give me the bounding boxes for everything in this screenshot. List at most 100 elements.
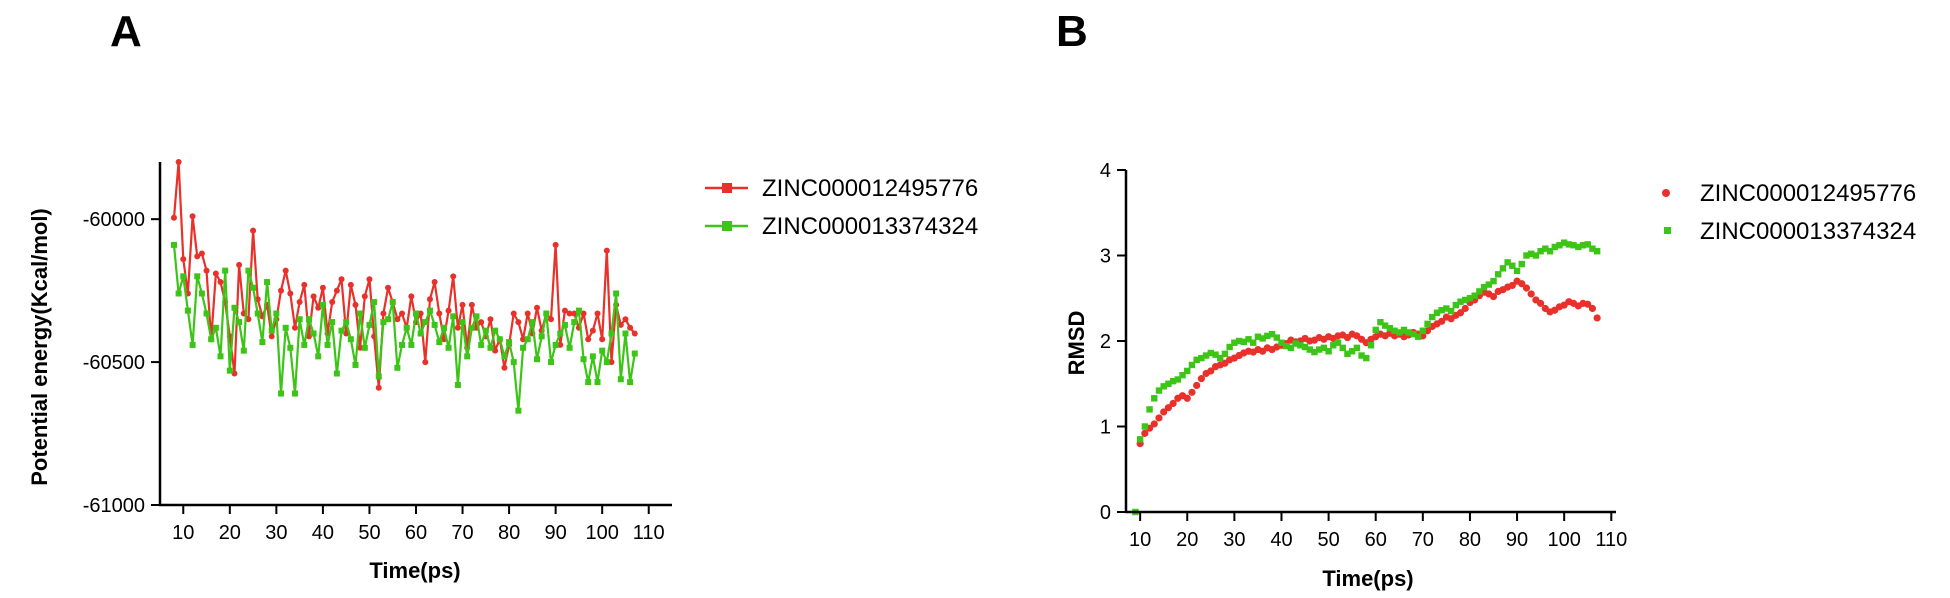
point-b-green [1330,342,1337,349]
panel-a-legend: ZINC000012495776 ZINC000013374324 [705,175,978,240]
point-b-green [1301,343,1309,351]
point-a-green [324,341,331,348]
point-b-green [1537,248,1544,255]
point-b-green [1527,250,1535,257]
point-b-green [1250,339,1257,346]
point-b-red [1456,309,1465,317]
point-a-green [440,324,447,331]
point-a-red [589,327,596,334]
panel-b-y-tick-label: 2 [1100,331,1111,353]
point-a-green [501,353,508,360]
point-a-green [380,319,387,326]
point-a-red [194,253,201,260]
legend-b-marker-green [1664,227,1671,234]
point-a-red [547,316,554,323]
point-a-green [524,336,531,343]
point-a-green [226,367,233,374]
point-a-red [445,307,452,314]
panel-b-x-tick-label: 30 [1223,529,1245,551]
point-a-green [268,327,275,334]
point-a-green [547,359,554,366]
point-a-green [492,327,499,334]
point-a-green [585,379,592,386]
point-a-red [599,336,606,343]
point-a-red [603,247,610,254]
point-a-green [473,313,480,320]
panel-a-y-tick-label: -60000 [83,209,145,231]
point-b-green [1221,350,1229,358]
point-b-green [1353,344,1361,352]
point-b-green [1273,334,1280,341]
point-b-green [1381,322,1389,329]
point-a-red [585,336,592,343]
point-b-green [1264,332,1271,340]
point-a-red [366,276,373,283]
point-a-red [315,304,322,311]
point-a-red [552,241,559,248]
series-a-zinc000012495776 [170,159,638,391]
point-a-green [361,344,368,351]
panel-a-x-tick-label: 110 [633,522,665,544]
point-a-green [417,330,424,337]
panel-b-x-label: Time(ps) [1322,566,1413,591]
point-a-red [236,261,243,268]
point-b-green [1165,380,1172,387]
point-a-red [417,310,424,317]
point-b-green [1207,349,1215,357]
point-a-green [203,310,210,317]
point-a-red [329,299,336,306]
point-b-green [1405,329,1412,336]
point-b-green [1593,248,1601,255]
point-b-red [1141,429,1149,437]
panel-a-x-tick-label: 80 [498,522,520,544]
point-a-green [208,336,215,343]
point-b-green [1466,295,1474,302]
point-b-green [1320,344,1328,352]
point-a-green [259,339,266,346]
point-a-green [543,310,550,317]
line-a-series-1 [172,244,636,412]
point-a-green [529,319,536,326]
panel-b-x-tick-label: 50 [1317,529,1339,551]
point-a-red [468,301,475,308]
point-b-red [1461,304,1469,313]
point-b-green [1259,335,1266,342]
line-a-series-0 [172,160,636,389]
point-a-green [315,353,322,360]
point-a-green [520,344,527,351]
point-a-green [212,324,219,331]
point-b-green [1141,423,1149,430]
point-a-red [343,330,350,337]
point-a-red [250,227,257,234]
point-b-red [1489,292,1498,301]
point-a-red [352,301,359,308]
point-b-green [1160,383,1167,390]
point-b-green [1396,329,1403,336]
point-a-green [296,316,303,323]
point-b-green [1457,298,1464,305]
point-a-green [198,290,205,297]
point-b-green [1400,326,1408,334]
point-b-green [1188,361,1196,369]
point-a-green [627,379,634,386]
point-a-red [450,273,457,280]
panel-b-x-tick-label: 100 [1547,529,1580,551]
point-b-red [1584,300,1592,308]
point-a-red [394,316,401,323]
point-b-green [1136,436,1144,443]
point-a-green [459,319,466,326]
series-a-zinc000013374324 [170,241,638,414]
point-b-green [1532,252,1540,259]
point-a-green [264,279,271,286]
point-b-green [1575,243,1582,251]
point-a-red [520,336,527,343]
point-a-red [287,290,294,297]
panel-b-legend: ZINC000012495776 ZINC000013374324 [1662,180,1916,245]
point-a-green [175,290,182,297]
point-a-green [580,356,587,363]
point-a-green [278,390,285,397]
panel-b-x-tick-label: 10 [1129,529,1151,551]
point-a-red [515,319,522,326]
point-a-green [422,319,429,326]
panel-b: B 10 20 30 40 50 60 70 80 90 100 110 0 1 2 3 4 Time(ps)… [1056,7,1916,591]
